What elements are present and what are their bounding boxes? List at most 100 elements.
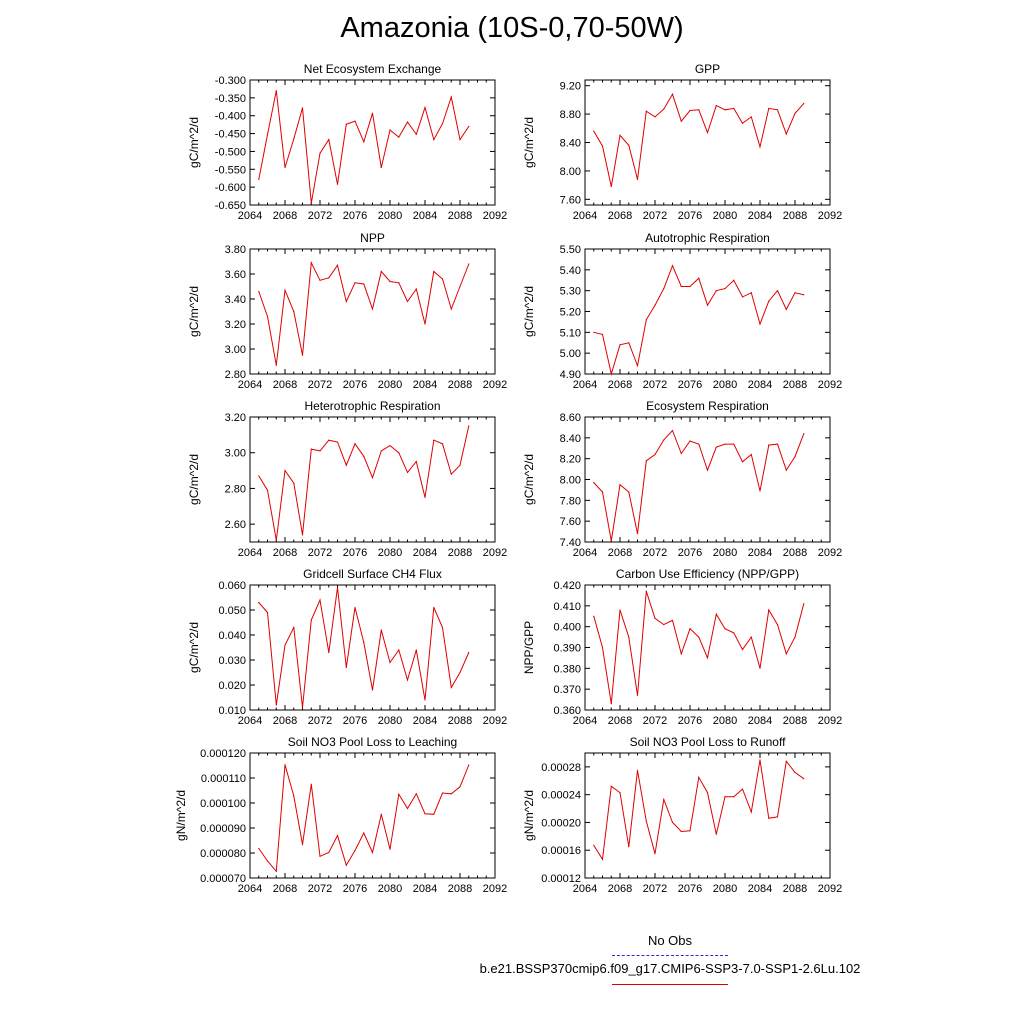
chart-title: Gridcell Surface CH4 Flux <box>303 567 442 581</box>
series-line <box>593 92 805 187</box>
data-point <box>319 855 321 857</box>
data-point <box>336 441 339 443</box>
data-point <box>680 830 682 833</box>
data-point <box>450 473 452 475</box>
data-point <box>636 694 639 697</box>
data-point <box>776 443 779 445</box>
chart-panel-10: Soil NO3 Pool Loss to Runoff gN/m^2/d 2064… <box>522 735 842 895</box>
series-line <box>258 587 470 708</box>
data-point <box>715 446 717 448</box>
data-point <box>328 651 330 654</box>
data-point <box>698 277 700 279</box>
y-axis-label: gC/m^2/d <box>522 117 536 168</box>
data-point <box>293 795 295 797</box>
data-point <box>698 776 700 778</box>
data-point <box>593 482 595 484</box>
y-axis-label: gC/m^2/d <box>522 286 536 337</box>
data-point <box>689 830 691 832</box>
x-tick-label: 2064 <box>238 883 262 895</box>
x-tick-label: 2072 <box>643 547 667 559</box>
data-point <box>354 443 356 445</box>
x-tick-label: 2076 <box>678 210 702 222</box>
data-point <box>319 279 321 281</box>
data-point <box>768 300 770 302</box>
y-tick-label: 0.050 <box>218 605 246 617</box>
x-tick-label: 2080 <box>713 547 737 559</box>
data-point <box>671 429 674 432</box>
y-axis-label: gC/m^2/d <box>187 454 201 505</box>
x-tick-label: 2084 <box>748 210 772 222</box>
y-tick-label: 3.80 <box>225 244 246 256</box>
x-tick-label: 2088 <box>783 379 807 391</box>
data-point <box>275 90 277 92</box>
data-point <box>610 785 612 787</box>
data-point <box>406 300 409 303</box>
data-point <box>759 490 761 492</box>
chart-panel-6: Ecosystem Respiration gC/m^2/d 2064 2068 207… <box>522 399 842 559</box>
y-tick-label: -0.450 <box>215 129 246 141</box>
data-point <box>593 130 595 132</box>
plot-frame <box>249 248 496 375</box>
data-point <box>345 864 347 866</box>
data-point <box>336 183 339 185</box>
y-tick-label: -0.600 <box>215 182 246 194</box>
data-point <box>258 475 260 477</box>
y-tick-label: 2.60 <box>225 519 246 531</box>
data-point <box>319 599 321 601</box>
data-point <box>698 109 700 111</box>
y-tick-label: -0.350 <box>215 93 246 105</box>
data-point <box>628 491 630 493</box>
y-tick-label: 8.40 <box>560 138 581 150</box>
data-point <box>406 679 409 681</box>
data-point <box>319 450 321 452</box>
data-point <box>450 308 452 310</box>
data-point <box>415 793 417 795</box>
y-axis-label: gC/m^2/d <box>187 622 201 673</box>
data-point <box>354 282 356 284</box>
data-point <box>715 290 717 292</box>
data-point <box>645 319 647 321</box>
x-tick-label: 2088 <box>783 210 807 222</box>
y-tick-label: 8.60 <box>560 412 581 424</box>
data-point <box>293 138 295 140</box>
data-point <box>328 439 330 441</box>
y-tick-label: 8.20 <box>560 454 581 466</box>
x-tick-label: 2088 <box>783 547 807 559</box>
data-point <box>389 444 391 447</box>
data-point <box>415 649 417 651</box>
data-point <box>310 619 312 621</box>
x-tick-label: 2064 <box>573 379 597 391</box>
data-point <box>424 496 426 498</box>
data-point <box>424 323 426 325</box>
y-tick-label: 0.000080 <box>200 848 246 860</box>
data-point <box>680 653 682 655</box>
data-point <box>258 178 260 180</box>
series-line <box>593 264 804 376</box>
data-point <box>803 433 805 435</box>
x-tick-label: 2088 <box>448 883 472 895</box>
x-tick-label: 2072 <box>308 547 332 559</box>
data-point <box>645 820 647 822</box>
data-point <box>654 453 656 456</box>
data-point <box>328 277 330 279</box>
data-point <box>724 628 726 630</box>
x-tick-label: 2076 <box>343 715 367 727</box>
data-point <box>593 331 595 333</box>
data-point <box>441 626 444 629</box>
y-tick-label: -0.300 <box>215 75 246 87</box>
y-axis-label: gC/m^2/d <box>522 454 536 505</box>
data-point <box>441 792 444 794</box>
data-point <box>636 533 639 535</box>
data-point <box>293 310 295 313</box>
y-tick-label: -0.400 <box>215 111 246 123</box>
data-point <box>759 323 761 325</box>
x-tick-label: 2084 <box>748 883 772 895</box>
y-tick-label: 0.00024 <box>541 790 581 802</box>
data-point <box>785 469 787 471</box>
data-point <box>354 606 356 609</box>
data-point <box>293 482 295 484</box>
data-point <box>741 648 744 651</box>
data-point <box>803 102 805 105</box>
data-point <box>450 793 452 795</box>
data-point <box>450 96 452 98</box>
